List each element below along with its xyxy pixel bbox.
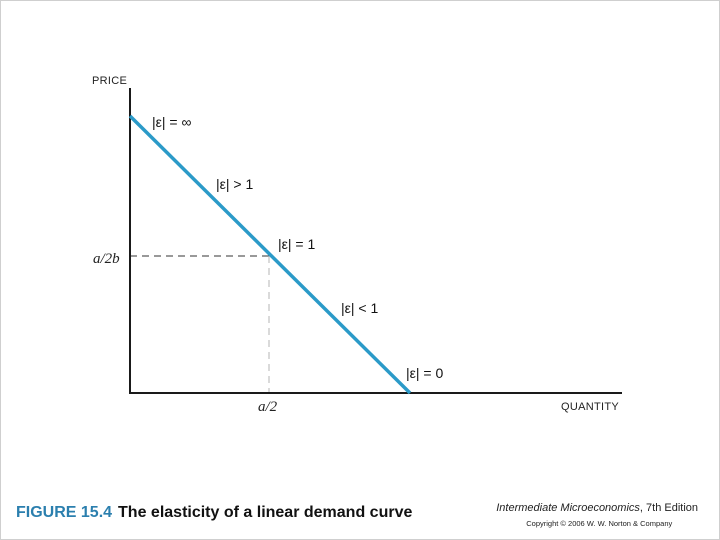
- elasticity-label-unit: |ε| = 1: [278, 236, 315, 252]
- figure-number: FIGURE 15.4: [16, 504, 113, 521]
- elasticity-label-elastic: |ε| > 1: [216, 176, 253, 192]
- x-tick-label: a/2: [258, 399, 278, 415]
- elasticity-label-infinite: |ε| = ∞: [152, 114, 191, 130]
- book-title: Intermediate Microeconomics: [496, 502, 640, 514]
- elasticity-label-inelastic: |ε| < 1: [341, 300, 378, 316]
- figure-caption: FIGURE 15.4 The elasticity of a linear de…: [16, 504, 412, 522]
- book-edition: , 7th Edition: [639, 502, 698, 514]
- elasticity-label-zero: |ε| = 0: [406, 365, 443, 381]
- x-axis-title: QUANTITY: [561, 401, 619, 413]
- book-credit: Intermediate Microeconomics, 7th Edition…: [496, 498, 698, 528]
- figure-title: The elasticity of a linear demand curve: [118, 504, 413, 521]
- y-tick-label: a/2b: [93, 251, 120, 267]
- y-axis-title: PRICE: [92, 75, 127, 87]
- copyright-notice: Copyright © 2006 W. W. Norton & Company: [526, 519, 673, 528]
- demand-curve: [128, 114, 412, 395]
